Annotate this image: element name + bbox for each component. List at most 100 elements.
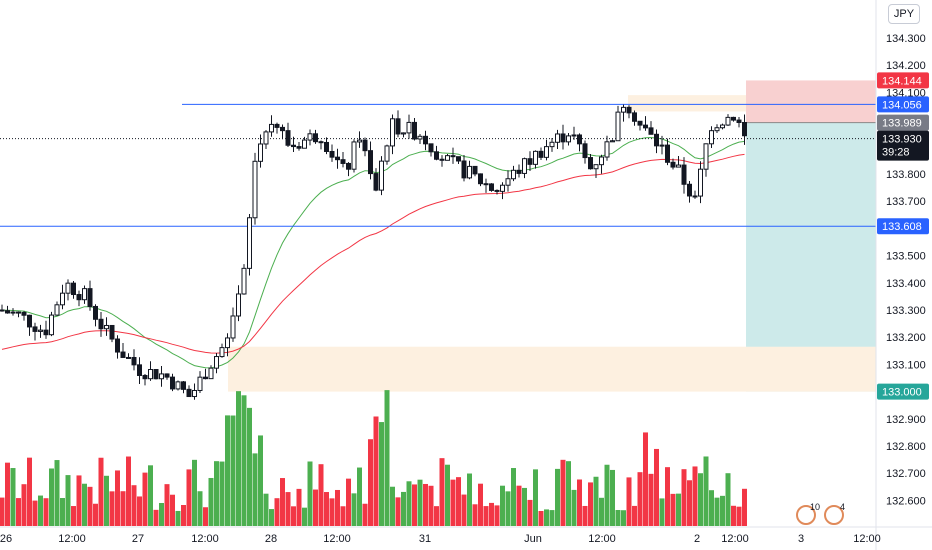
volume-bar-74: [406, 481, 412, 526]
volume-bar-39: [214, 461, 219, 526]
candle-body-66: [362, 139, 368, 152]
price-badges: 134.144 134.056 133.989 133.608 133.000 133.9…: [877, 72, 929, 400]
candle-body-123: [676, 164, 681, 168]
candle-body-92: [505, 178, 511, 186]
demand-zone: [228, 346, 876, 392]
volume-bar-116: [637, 472, 643, 526]
x-tick-label-11: 3: [798, 533, 804, 545]
volume-bar-48: [263, 493, 269, 526]
candle-body-86: [472, 165, 478, 175]
volume-bar-59: [324, 492, 329, 526]
candle-body-21: [115, 338, 120, 353]
volume-bar-109: [599, 497, 604, 526]
volume-bar-38: [208, 477, 214, 526]
candle-body-87: [478, 173, 483, 185]
price-axis[interactable]: 134.300134.200134.100133.800133.700133.5…: [875, 0, 926, 550]
candle-body-60: [329, 150, 335, 158]
y-tick-label-5: 133.500: [886, 251, 926, 263]
volume-bar-100: [549, 510, 555, 526]
volume-bar-98: [538, 510, 544, 526]
support-price-label: 133.608: [882, 221, 922, 233]
volume-bar-130: [714, 497, 720, 526]
candle-body-74: [406, 121, 412, 134]
candle-body-125: [687, 183, 692, 197]
volume-bar-69: [379, 422, 384, 526]
support-price-bg: [877, 218, 929, 235]
volume-bar-128: [703, 456, 709, 526]
candle-body-5: [27, 314, 32, 328]
candle-body-70: [384, 145, 390, 162]
volume-bar-60: [329, 498, 335, 526]
volume-bar-83: [456, 477, 461, 526]
y-tick-label-11: 132.800: [886, 441, 926, 453]
candle-body-47: [258, 143, 263, 162]
entry-price-label: 133.989: [882, 118, 922, 130]
zones-layer: [228, 80, 876, 392]
volume-bar-56: [307, 461, 313, 526]
x-tick-label-1: 12:00: [58, 533, 86, 545]
stop-price-bg: [877, 72, 929, 89]
candle-body-40: [219, 347, 225, 358]
candle-body-119: [654, 133, 659, 147]
candle-body-127: [698, 168, 703, 197]
candle-body-20: [109, 324, 115, 340]
x-tick-label-5: 12:00: [323, 533, 351, 545]
indicator-2-icon[interactable]: [824, 505, 844, 525]
volume-bar-76: [417, 479, 423, 526]
candle-body-63: [346, 162, 351, 170]
candle-body-93: [511, 169, 516, 180]
volume-bar-92: [505, 491, 511, 526]
candle-body-11: [60, 292, 65, 306]
volume-bar-131: [720, 495, 725, 526]
candle-body-22: [120, 351, 126, 358]
y-tick-label-12: 132.700: [886, 468, 926, 480]
volume-bar-73: [401, 491, 406, 526]
candle-body-69: [379, 160, 384, 191]
volume-bar-96: [527, 499, 533, 526]
volume-bar-134: [736, 506, 742, 526]
candle-body-128: [703, 143, 709, 170]
candle-body-49: [269, 123, 274, 133]
volume-bar-35: [192, 459, 197, 526]
ema-layer: [1, 136, 745, 369]
candle-body-25: [137, 364, 142, 376]
candle-body-88: [483, 183, 489, 186]
volume-bar-44: [241, 395, 247, 526]
candle-body-65: [357, 139, 362, 143]
currency-badge[interactable]: JPY: [888, 4, 920, 24]
y-tick-label-3: 133.800: [886, 169, 926, 181]
candle-body-46: [252, 160, 258, 219]
candle-body-12: [65, 282, 71, 294]
candle-body-133: [731, 116, 736, 121]
candle-body-135: [742, 121, 747, 137]
candle-body-42: [230, 315, 236, 339]
candle-body-105: [577, 134, 582, 145]
volume-bar-89: [489, 502, 494, 526]
y-tick-label-1: 134.200: [886, 60, 926, 72]
y-tick-label-0: 134.300: [886, 33, 926, 45]
volume-bar-41: [225, 415, 230, 526]
volume-bar-40: [219, 461, 225, 526]
candle-body-115: [632, 112, 637, 122]
candle-body-59: [324, 141, 329, 152]
last-price-bg: [877, 130, 929, 161]
candle-body-9: [49, 314, 54, 336]
candle-body-41: [225, 337, 230, 349]
y-tick-label-10: 132.900: [886, 414, 926, 426]
volume-bar-54: [296, 488, 302, 526]
volume-bar-85: [467, 473, 472, 526]
candle-body-14: [76, 294, 82, 301]
volume-bar-72: [395, 497, 401, 526]
stop-loss-zone: [746, 80, 876, 123]
candle-body-73: [401, 132, 406, 135]
volume-bar-55: [302, 507, 307, 526]
x-tick-label-2: 27: [132, 533, 144, 545]
volume-bar-13: [71, 506, 76, 526]
time-axis[interactable]: 26 12:00 27 12:00 28 12:00 31 Jun 12:00 2 12:00 3 12…: [0, 526, 932, 545]
candle-body-80: [439, 158, 445, 161]
candle-body-7: [38, 329, 43, 332]
candle-body-81: [445, 155, 450, 161]
indicator-1-icon[interactable]: [796, 505, 816, 525]
candle-body-24: [131, 356, 137, 366]
